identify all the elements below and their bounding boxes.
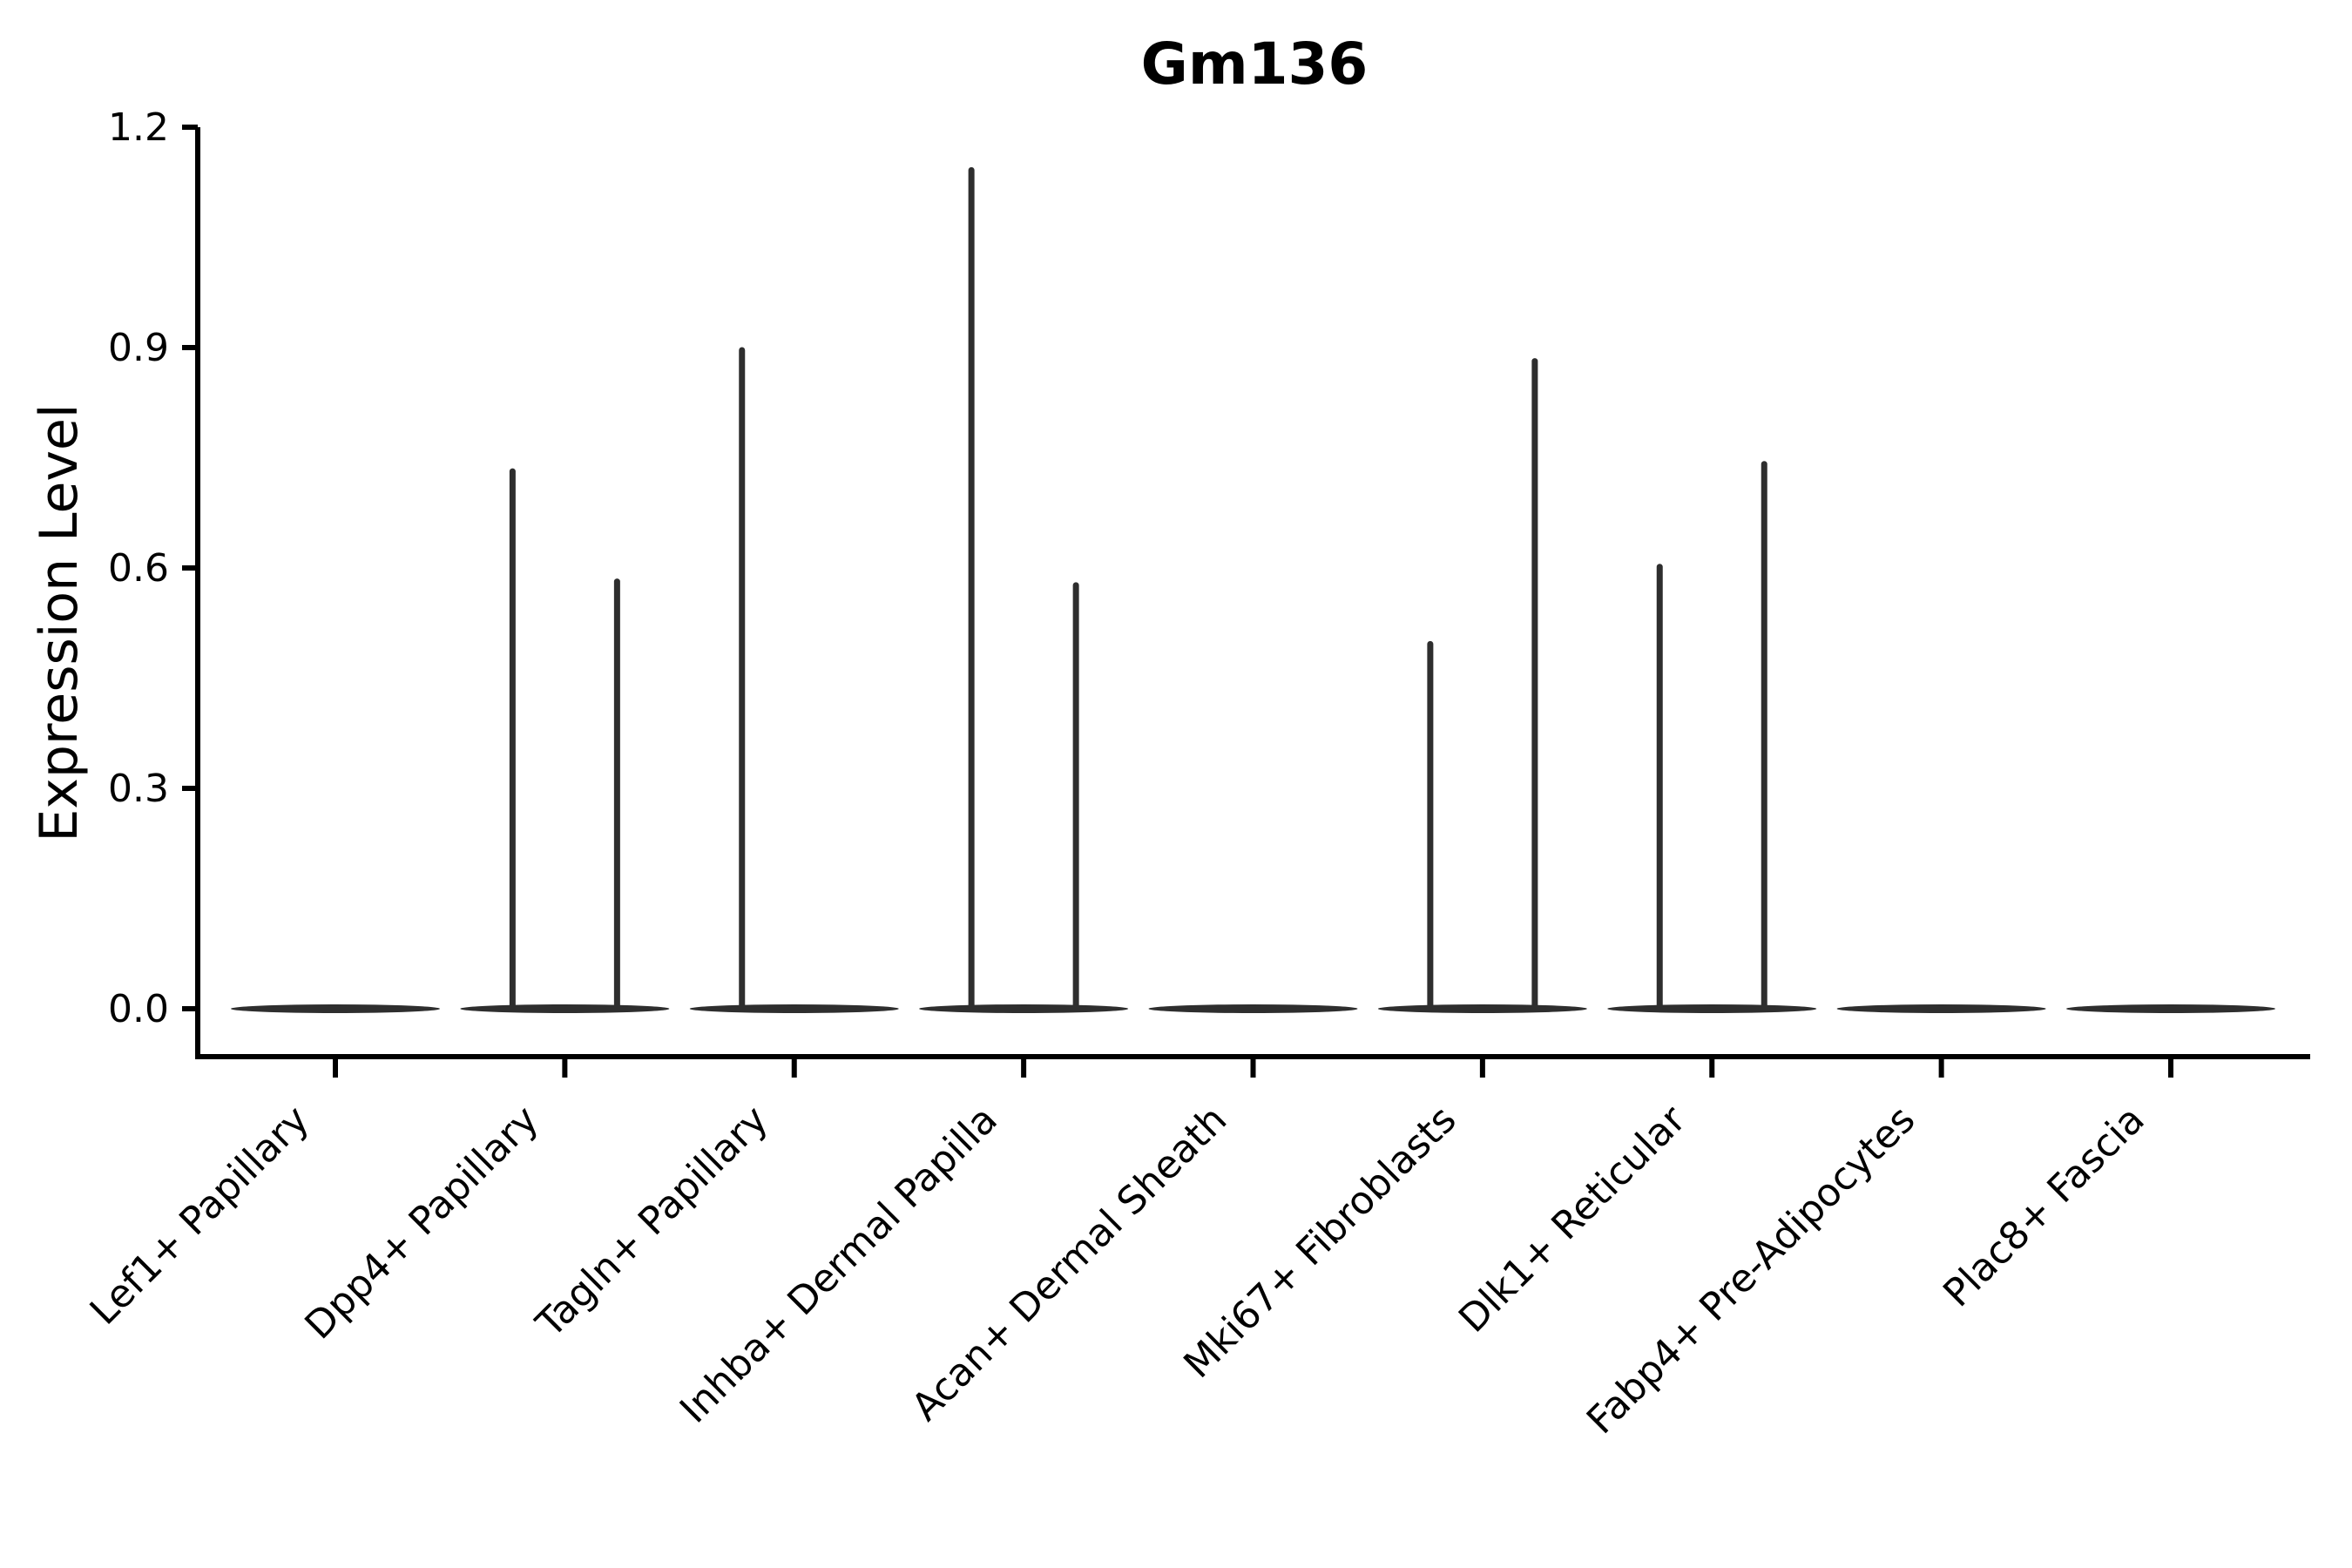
violin-base xyxy=(689,1004,899,1013)
violin-base xyxy=(2066,1004,2275,1013)
y-tick-label: 0.3 xyxy=(108,767,169,811)
y-axis-ticks: 0.0 0.3 0.6 0.9 1.2 xyxy=(108,105,198,1031)
violin-base xyxy=(1377,1004,1587,1013)
violin-base xyxy=(1148,1004,1358,1013)
x-tick-label: Lef1+ Papillary xyxy=(82,1098,318,1334)
violin-base xyxy=(919,1004,1129,1013)
chart-title: Gm136 xyxy=(1141,30,1369,98)
x-tick-label: Plac8+ Fascia xyxy=(1935,1098,2153,1316)
violin-3 xyxy=(689,347,899,1013)
violin-2 xyxy=(460,468,670,1013)
y-axis-label: Expression Level xyxy=(29,403,90,841)
x-tick-label: Dpp4+ Papillary xyxy=(296,1098,547,1348)
violin-9 xyxy=(2066,1004,2275,1013)
violin-base xyxy=(231,1004,440,1013)
violin-8 xyxy=(1836,1004,2046,1013)
x-tick-label: Dlk1+ Reticular xyxy=(1450,1097,1695,1342)
violins xyxy=(231,166,2275,1013)
violin-4 xyxy=(919,166,1129,1013)
violin-base xyxy=(460,1004,670,1013)
violin-1 xyxy=(231,1004,440,1013)
y-tick-label: 1.2 xyxy=(108,105,169,150)
x-tick-label: Tagln+ Papillary xyxy=(527,1098,776,1347)
y-tick-label: 0.0 xyxy=(108,987,169,1031)
y-tick-label: 0.6 xyxy=(108,546,169,591)
violin-6 xyxy=(1377,358,1587,1013)
violin-base xyxy=(1607,1004,1817,1013)
violin-5 xyxy=(1148,1004,1358,1013)
y-tick-label: 0.9 xyxy=(108,326,169,370)
violin-base xyxy=(1836,1004,2046,1013)
violin-7 xyxy=(1607,461,1817,1013)
